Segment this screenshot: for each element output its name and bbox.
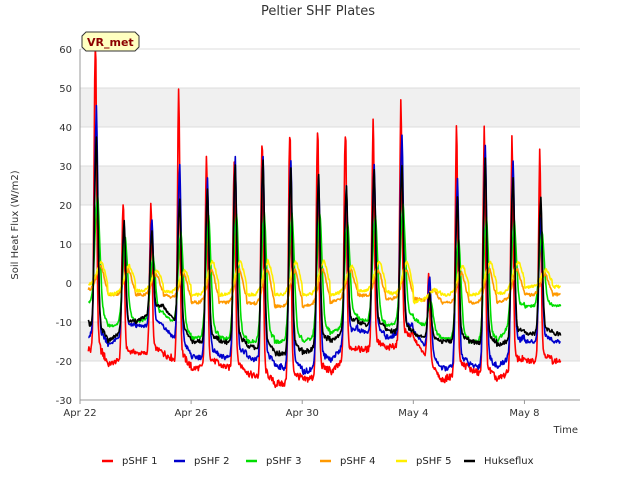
legend: pSHF 1 pSHF 2 pSHF 3 pSHF 4 pSHF 5 Hukseflux — [102, 456, 534, 467]
y-tick-label: 20 — [59, 201, 72, 212]
y-tick-label: -10 — [56, 318, 72, 329]
series-line-hukseflux — [87, 136, 562, 357]
y-tick-label: 0 — [66, 279, 72, 290]
y-tick-label: 40 — [59, 123, 72, 134]
y-tick-label: 60 — [59, 45, 72, 56]
legend-label: Hukseflux — [484, 456, 534, 467]
legend-label: pSHF 5 — [416, 456, 452, 467]
y-tick-label: 30 — [59, 162, 72, 173]
chart-title: Peltier SHF Plates — [261, 4, 375, 19]
y-tick-label: 50 — [59, 84, 72, 95]
site-tag: VR_met — [81, 31, 140, 52]
x-axis-label: Time — [553, 425, 578, 436]
legend-label: pSHF 1 — [122, 456, 158, 467]
grid-band — [80, 244, 580, 283]
y-tick-label: 10 — [59, 240, 72, 251]
legend-label: pSHF 3 — [266, 456, 302, 467]
site-tag-label: VR_met — [87, 36, 134, 49]
grid-band — [80, 88, 580, 127]
x-tick-label: Apr 30 — [286, 408, 319, 419]
grid-band — [80, 166, 580, 205]
legend-label: pSHF 2 — [194, 456, 230, 467]
x-tick-label: May 4 — [398, 408, 428, 419]
y-tick-label: -20 — [56, 357, 72, 368]
legend-label: pSHF 4 — [340, 456, 376, 467]
y-axis-label: Soil Heat Flux (W/m2) — [10, 170, 21, 279]
series-group — [87, 47, 562, 389]
x-tick-label: Apr 26 — [175, 408, 208, 419]
y-tick-label: -30 — [56, 396, 72, 407]
x-tick-label: May 8 — [509, 408, 539, 419]
x-tick-label: Apr 22 — [63, 408, 96, 419]
